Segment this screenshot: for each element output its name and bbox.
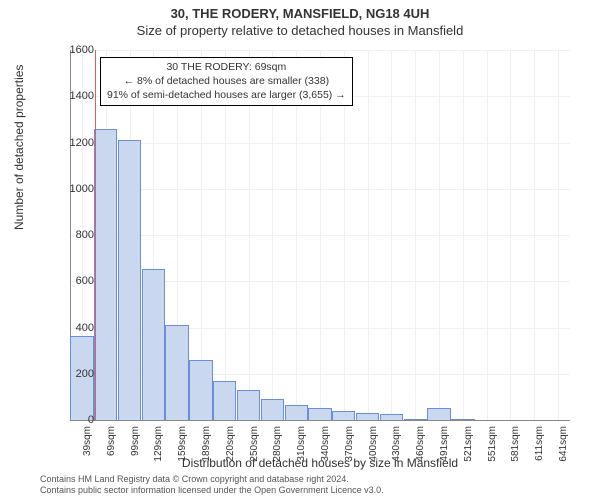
y-tick-label: 1000 [44,183,94,195]
x-tick-label: 370sqm [344,426,355,466]
chart-title-address: 30, THE RODERY, MANSFIELD, NG18 4UH [0,0,600,21]
gridline-vertical [463,50,464,420]
property-marker-line [95,50,96,420]
x-tick-label: 460sqm [415,426,426,466]
gridline-vertical [558,50,559,420]
histogram-bar [213,381,236,420]
x-tick-label: 250sqm [249,426,260,466]
x-tick-label: 189sqm [201,426,212,466]
x-tick-label: 611sqm [534,426,545,466]
histogram-bar [237,390,260,420]
histogram-bar [332,411,355,420]
y-tick-label: 1600 [44,44,94,56]
x-tick-label: 129sqm [153,426,164,466]
histogram-bar [94,129,117,420]
gridline-vertical [439,50,440,420]
gridline-vertical [368,50,369,420]
chart-subtitle: Size of property relative to detached ho… [0,21,600,38]
y-tick-label: 600 [44,275,94,287]
x-tick-label: 581sqm [510,426,521,466]
chart-plot-area: 30 THE RODERY: 69sqm← 8% of detached hou… [70,50,570,420]
x-tick-label: 340sqm [320,426,331,466]
annotation-box: 30 THE RODERY: 69sqm← 8% of detached hou… [100,57,353,106]
x-tick-label: 69sqm [106,426,117,466]
gridline-vertical [415,50,416,420]
y-tick-label: 200 [44,368,94,380]
histogram-bar [189,360,212,420]
gridline-vertical [510,50,511,420]
attribution-footer: Contains HM Land Registry data © Crown c… [40,474,384,496]
x-tick-label: 159sqm [177,426,188,466]
histogram-bar [261,399,284,420]
y-tick-label: 1400 [44,90,94,102]
x-tick-label: 551sqm [487,426,498,466]
x-tick-label: 280sqm [272,426,283,466]
x-tick-label: 641sqm [558,426,569,466]
annotation-line: 30 THE RODERY: 69sqm [107,61,346,75]
histogram-bar [404,419,427,420]
y-axis-label: Number of detached properties [12,65,26,230]
histogram-bar [451,419,474,420]
histogram-bar [165,325,188,420]
x-tick-label: 430sqm [391,426,402,466]
gridline-vertical [391,50,392,420]
histogram-bar [285,405,308,420]
y-tick-label: 0 [44,414,94,426]
histogram-bar [356,413,379,420]
x-tick-label: 400sqm [368,426,379,466]
histogram-bar [142,269,165,420]
footer-line-2: Contains public sector information licen… [40,485,384,496]
histogram-bar [118,140,141,420]
y-tick-label: 400 [44,322,94,334]
gridline-vertical [487,50,488,420]
x-axis-line [70,420,570,421]
y-tick-label: 800 [44,229,94,241]
x-tick-label: 310sqm [296,426,307,466]
y-tick-label: 1200 [44,137,94,149]
x-tick-label: 39sqm [82,426,93,466]
annotation-line: ← 8% of detached houses are smaller (338… [107,75,346,89]
gridline-vertical [534,50,535,420]
x-tick-label: 220sqm [225,426,236,466]
annotation-line: 91% of semi-detached houses are larger (… [107,89,346,103]
histogram-bar [380,414,403,420]
histogram-bar [308,408,331,420]
x-tick-label: 521sqm [463,426,474,466]
x-tick-label: 491sqm [439,426,450,466]
histogram-bar [427,408,450,420]
x-tick-label: 99sqm [130,426,141,466]
footer-line-1: Contains HM Land Registry data © Crown c… [40,474,384,485]
